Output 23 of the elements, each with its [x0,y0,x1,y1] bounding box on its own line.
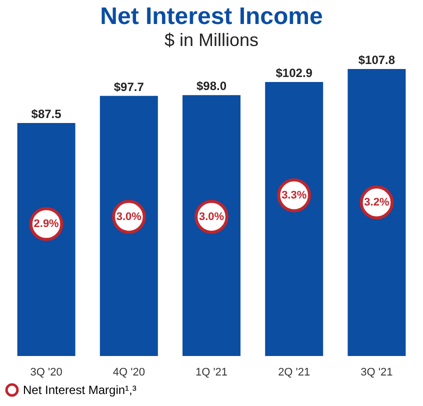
x-tick-label: 1Q '21 [195,366,228,378]
bar [100,96,158,356]
chart-title: Net Interest Income [100,3,323,30]
data-label: 3.2% [364,196,390,208]
data-label: 3.0% [198,210,224,223]
legend-label: Net Interest Margin¹,³ [23,383,136,397]
bar [348,69,406,356]
data-label: 2.9% [34,218,60,230]
data-label: $87.5 [31,107,62,122]
x-tick-label: 4Q '20 [112,366,145,378]
data-label: $102.9 [276,66,313,80]
bar [17,123,76,356]
data-label: $98.0 [196,79,227,94]
data-label: 3.3% [282,189,307,202]
data-label: 3.0% [116,210,142,223]
data-label: $97.7 [114,80,144,94]
bar [182,95,240,356]
chart-subtitle: $ in Millions [164,30,259,50]
x-tick-label: 3Q '20 [30,366,62,378]
x-tick-label: 2Q '21 [278,366,310,378]
x-tick-label: 3Q '21 [360,366,393,378]
bar [265,82,324,356]
data-label: $107.8 [358,53,396,67]
